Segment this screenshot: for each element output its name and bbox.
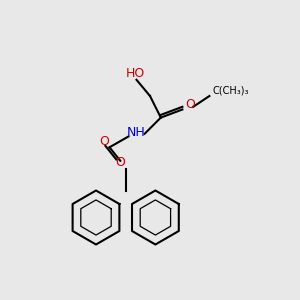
Text: O: O [185, 98, 195, 111]
Text: C(CH₃)₃: C(CH₃)₃ [212, 85, 249, 95]
Text: HO: HO [126, 67, 145, 80]
Text: NH: NH [127, 127, 146, 140]
Text: O: O [116, 156, 125, 169]
Text: O: O [99, 135, 109, 148]
